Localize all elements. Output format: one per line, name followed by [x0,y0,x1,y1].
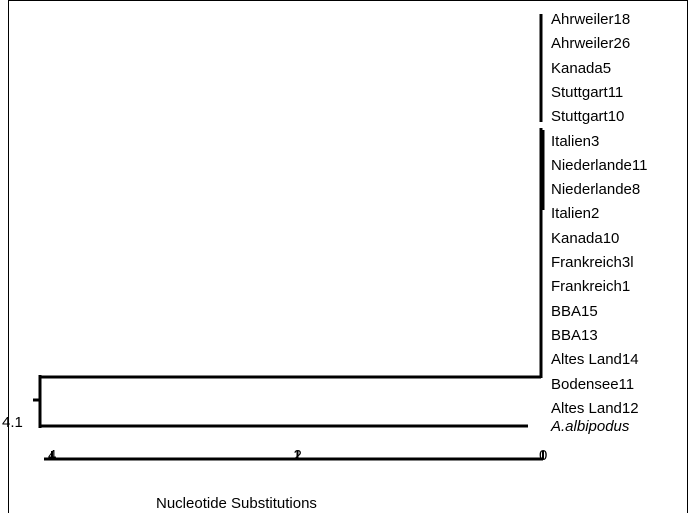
axis-tick-label: 4 [48,447,57,464]
leaf-label: Kanada5 [551,59,612,77]
leaf-label: Altes Land14 [551,351,639,369]
leaf-label: Niederlande11 [551,156,648,174]
leaf-label: Bodensee11 [551,375,635,393]
leaf-label: Kanada10 [551,229,620,247]
leaf-label: Frankreich3l [551,254,634,271]
leaf-label: Italien3 [551,132,600,150]
leaf-label: Niederlande8 [551,181,641,199]
leaf-label: Altes Land12 [551,399,639,417]
leaf-label: BBA15 [551,302,598,320]
leaf-label: Ahrweiler26 [551,35,631,53]
leaf-label: Stuttgart11 [551,83,624,101]
leaf-label: Italien2 [551,205,600,223]
leaf-label: Frankreich1 [551,278,631,296]
leaf-label: A.albipodus [551,418,630,436]
axis-tick-label: 2 [293,447,302,464]
axis-tick-label: 0 [539,447,548,464]
frame-left-border [8,0,9,513]
leaf-label: BBA13 [551,326,598,344]
leaf-label: Ahrweiler18 [551,11,631,28]
root-distance-label: 4.1 [2,414,23,431]
axis-title: Nucleotide Substitutions [156,495,317,512]
leaf-label: Stuttgart10 [551,108,625,126]
frame-top-border [8,0,688,1]
